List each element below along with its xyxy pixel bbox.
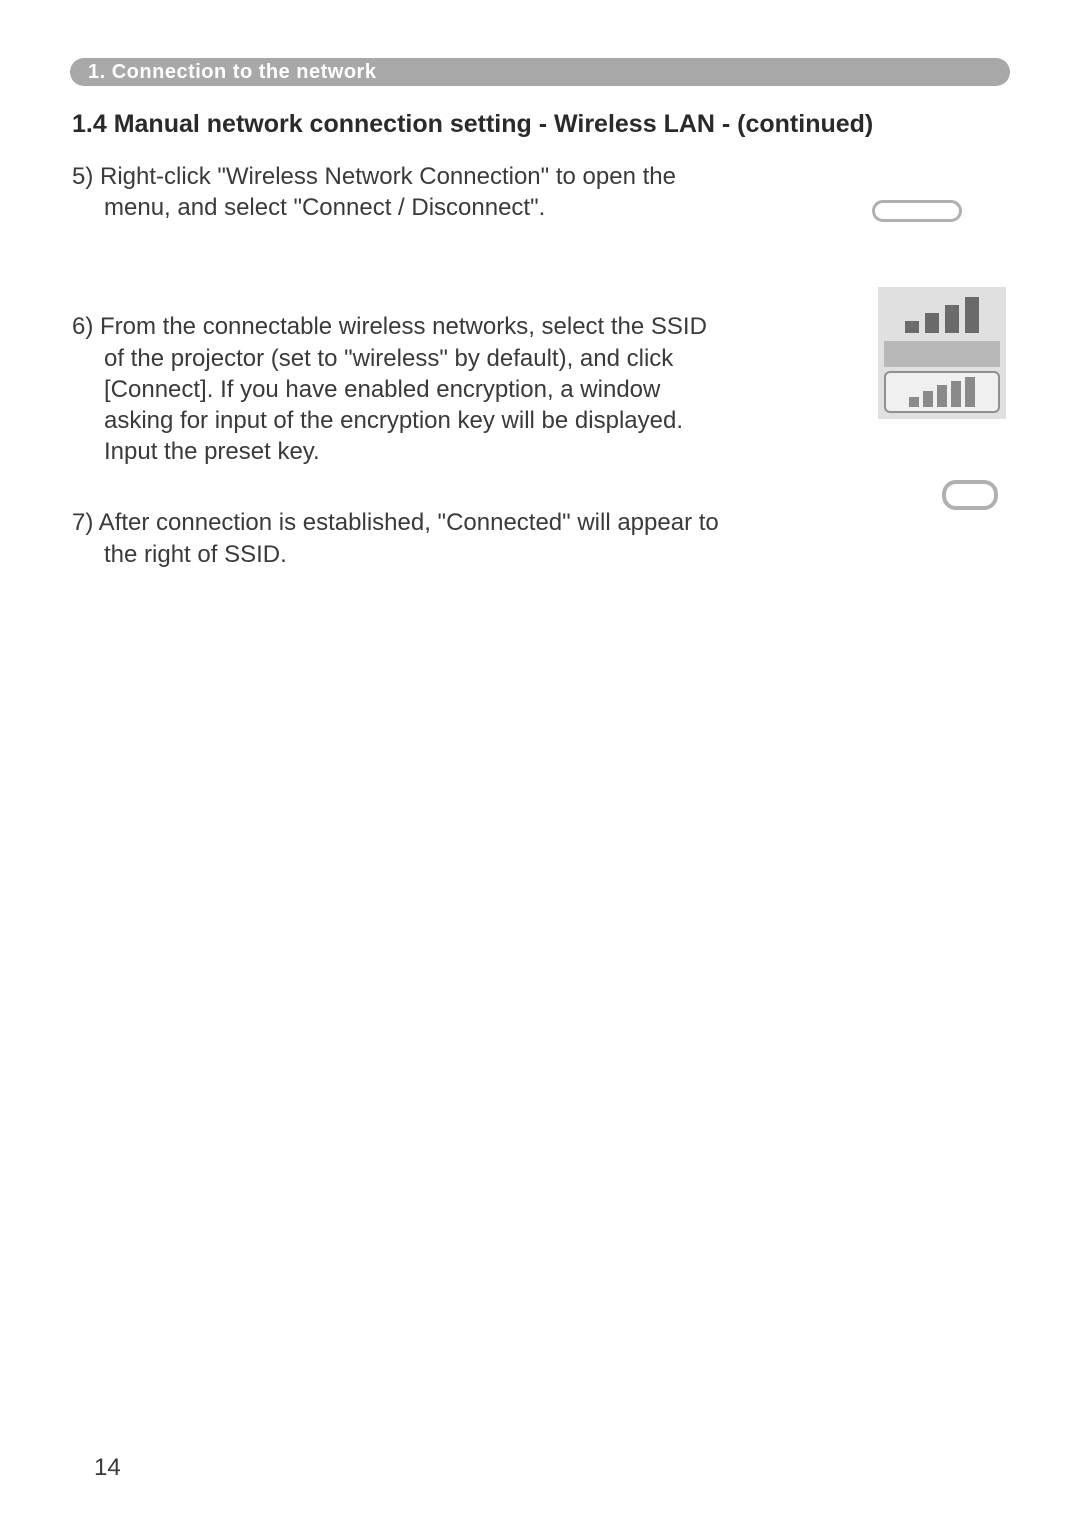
signal-bar-icon [945,305,959,333]
step-6: 6) From the connectable wireless network… [70,311,1010,467]
signal-bar-icon [937,385,947,407]
step-5: 5) Right-click "Wireless Network Connect… [70,161,1010,223]
signal-bar-icon [925,313,939,333]
signal-bar-icon [965,297,979,333]
page-number: 14 [94,1454,121,1482]
page-container: 1. Connection to the network 1.4 Manual … [0,0,1080,1526]
chapter-label: 1. Connection to the network [88,61,376,84]
wifi-signal-icon [878,287,1006,419]
signal-bar-icon [923,391,933,407]
wifi-bars-top [884,293,1000,337]
signal-bar-icon [965,377,975,407]
chapter-bar: 1. Connection to the network [70,58,1010,86]
section-title: 1.4 Manual network connection setting - … [70,110,1010,139]
signal-bar-icon [951,381,961,407]
step-5-text: 5) Right-click "Wireless Network Connect… [70,161,730,223]
wifi-bars-bottom [884,371,1000,413]
step-7: 7) After connection is established, "Con… [70,507,1010,569]
placeholder-shape-icon [942,480,998,510]
step-6-text: 6) From the connectable wireless network… [70,311,730,467]
step-7-text: 7) After connection is established, "Con… [70,507,730,569]
placeholder-shape-icon [872,200,962,222]
wifi-divider [884,341,1000,367]
signal-bar-icon [905,321,919,333]
signal-bar-icon [909,397,919,407]
